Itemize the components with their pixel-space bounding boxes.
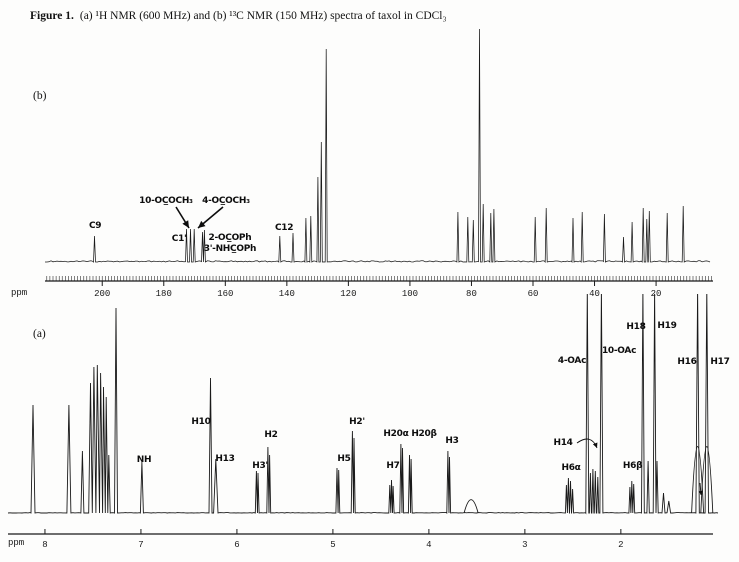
- h1-tick-label: 6: [234, 540, 239, 550]
- annotation-arrowhead: [698, 490, 703, 495]
- c13-minor-ticks: [46, 276, 712, 281]
- peak-label: H13: [215, 454, 235, 464]
- peak-label: H2': [349, 417, 365, 427]
- peak-label: 2-OC̲OPh: [208, 233, 252, 243]
- c13-tick-label: 100: [402, 289, 418, 299]
- peak-label: 4-OC̲OCH₃: [202, 196, 250, 206]
- peak-label: H3: [445, 436, 459, 446]
- figure-title: Figure 1. (a) ¹H NMR (600 MHz) and (b) ¹³…: [30, 10, 447, 22]
- peak-label: H2: [264, 430, 278, 440]
- peak-label: H16: [677, 357, 697, 367]
- annotation-arrow: [576, 438, 598, 449]
- h1-tick-label: 3: [522, 540, 527, 550]
- c13-tick-label: 20: [651, 289, 662, 299]
- peak-label: H7: [386, 461, 400, 471]
- c13-axis-unit: ppm: [11, 288, 28, 298]
- peak-label: H10: [191, 417, 211, 427]
- peak-label: C1': [171, 234, 187, 244]
- c13-axis: 200 180 160 140 120 100 80 60 40 20: [45, 276, 713, 299]
- c13-tick-label: 60: [528, 289, 539, 299]
- figure-caption: (a) ¹H NMR (600 MHz) and (b) ¹³C NMR (15…: [79, 10, 447, 22]
- peak-label: H5: [337, 454, 351, 464]
- c13-tick-label: 160: [217, 289, 233, 299]
- annotation-arrowhead: [198, 220, 206, 228]
- h1-broad-peak: [691, 446, 705, 514]
- h1-tick-label: 7: [138, 540, 143, 550]
- h1-spectrum: 8 7 6 5 4 3 2: [7, 294, 719, 550]
- h1-axis-unit: ppm: [8, 538, 25, 548]
- peak-label: H19: [657, 321, 677, 331]
- h1-axis: 8 7 6 5 4 3 2: [8, 529, 713, 550]
- peak-label: H14: [553, 438, 573, 448]
- c13-tick-label: 40: [589, 289, 600, 299]
- h1-broad-peak: [700, 446, 714, 514]
- peak-label: H6β: [622, 461, 643, 471]
- c13-tick-label: 200: [94, 289, 110, 299]
- peak-label: 10-OAc: [601, 346, 637, 356]
- h1-tick-label: 8: [42, 540, 47, 550]
- c13-trace: [45, 29, 711, 264]
- panel-b-label: (b): [33, 90, 47, 102]
- peak-label: H18: [626, 322, 646, 332]
- h1-tick-label: 4: [426, 540, 431, 550]
- c13-tick-label: 180: [156, 289, 172, 299]
- figure-number: Figure 1.: [30, 10, 74, 22]
- c13-spectrum: 200 180 160 140 120 100 80 60 40 20: [45, 29, 713, 299]
- h1-tick-label: 2: [618, 540, 623, 550]
- peak-label: H17: [710, 357, 730, 367]
- c13-tick-label: 120: [340, 289, 356, 299]
- c13-tick-label: 80: [466, 289, 477, 299]
- h1-trace: [7, 294, 719, 515]
- peak-label: NH: [136, 455, 152, 465]
- annotation-arrowhead: [592, 442, 598, 448]
- c13-tick-label: 140: [279, 289, 295, 299]
- annotation-arrowhead: [182, 220, 189, 228]
- peak-label: 10-OC̲OCH₃: [139, 196, 193, 206]
- peak-label: H3': [252, 461, 268, 471]
- peak-label: H20α: [383, 429, 409, 439]
- peak-label: 4-OAc: [557, 356, 587, 366]
- h1-broad-peak: [463, 499, 479, 514]
- peak-label: H20β: [411, 429, 437, 439]
- peak-label: C12: [274, 223, 294, 233]
- panel-a-label: (a): [33, 328, 46, 340]
- peak-label: 3'-NHC̲OPh: [203, 244, 257, 254]
- peak-label: H6α: [561, 463, 581, 473]
- h1-tick-label: 5: [330, 540, 335, 550]
- peak-label: C9: [89, 221, 102, 231]
